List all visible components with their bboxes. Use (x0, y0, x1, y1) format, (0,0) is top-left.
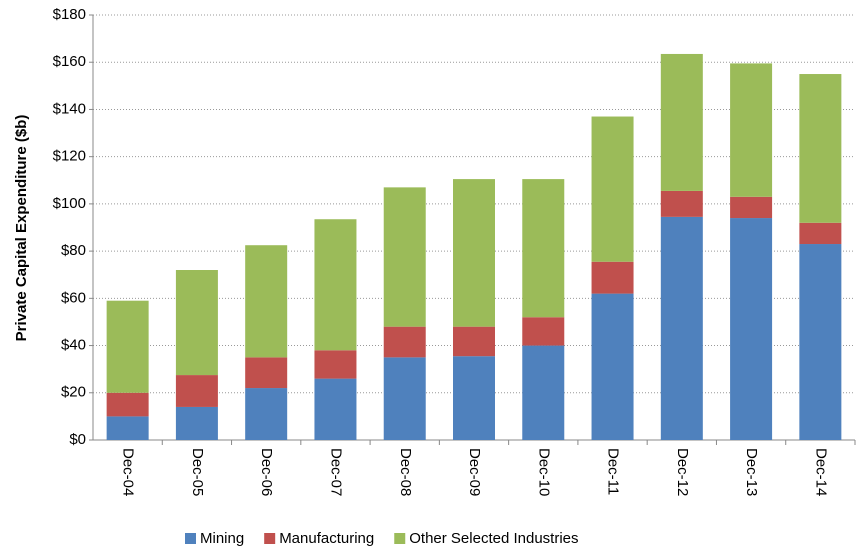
bar-segment (245, 245, 288, 358)
bar-segment (175, 270, 218, 376)
bar-segment (314, 350, 357, 379)
bar-segment (314, 378, 357, 440)
legend-swatch (394, 533, 406, 544)
x-tick-label: Dec-09 (466, 448, 483, 496)
bar-segment (799, 222, 842, 245)
legend-label: Manufacturing (279, 530, 374, 547)
bar-segment (660, 190, 703, 217)
bar-segment (453, 179, 495, 327)
bar-segment (522, 317, 565, 346)
bar-segment (730, 196, 773, 219)
bar-segment (799, 244, 842, 440)
bar-segment (660, 216, 703, 440)
bar-segment (175, 375, 218, 407)
y-tick-label: $120 (53, 148, 86, 165)
y-tick-label: $0 (69, 431, 86, 448)
bar-segment (799, 74, 842, 223)
x-tick-label: Dec-13 (743, 448, 760, 496)
x-tick-label: Dec-10 (535, 448, 552, 496)
x-tick-label: Dec-11 (605, 448, 622, 495)
x-tick-label: Dec-14 (812, 448, 829, 496)
y-tick-label: $20 (61, 384, 86, 401)
bar-segment (522, 345, 565, 440)
y-tick-label: $180 (53, 6, 86, 23)
y-tick-label: $100 (53, 195, 86, 212)
bar-segment (730, 218, 773, 440)
legend-swatch (185, 533, 196, 544)
bar-segment (591, 116, 634, 262)
x-tick-label: Dec-07 (327, 448, 344, 496)
x-tick-label: Dec-06 (258, 448, 275, 496)
bar-segment (314, 219, 357, 351)
y-axis-label: Private Capital Expenditure ($b) (13, 115, 30, 342)
bar-segment (730, 63, 773, 197)
y-tick-label: $40 (61, 337, 86, 354)
x-tick-label: Dec-08 (397, 448, 414, 496)
bar-segment (383, 357, 426, 440)
x-tick-label: Dec-05 (189, 448, 206, 496)
bar-segment (453, 356, 495, 440)
y-tick-label: $80 (61, 242, 86, 259)
bar-segment (591, 293, 634, 440)
legend-swatch (264, 533, 276, 544)
bar-segment (591, 261, 634, 294)
bar-segment (245, 388, 288, 440)
y-tick-label: $60 (61, 289, 86, 306)
bar-segment (453, 326, 495, 357)
x-tick-label: Dec-04 (120, 448, 137, 496)
bar-segment (522, 179, 565, 318)
bar-segment (106, 416, 149, 440)
legend-label: Other Selected Industries (409, 530, 578, 547)
bar-segment (106, 392, 149, 417)
bar-segment (175, 406, 218, 440)
legend-label: Mining (200, 530, 244, 547)
bar-segment (106, 300, 149, 393)
bar-segment (245, 357, 288, 389)
bar-segment (383, 187, 426, 327)
x-tick-label: Dec-12 (674, 448, 691, 496)
bar-segment (383, 326, 426, 358)
y-tick-label: $160 (53, 53, 86, 70)
bar-segment (660, 53, 703, 191)
y-tick-label: $140 (53, 100, 86, 117)
